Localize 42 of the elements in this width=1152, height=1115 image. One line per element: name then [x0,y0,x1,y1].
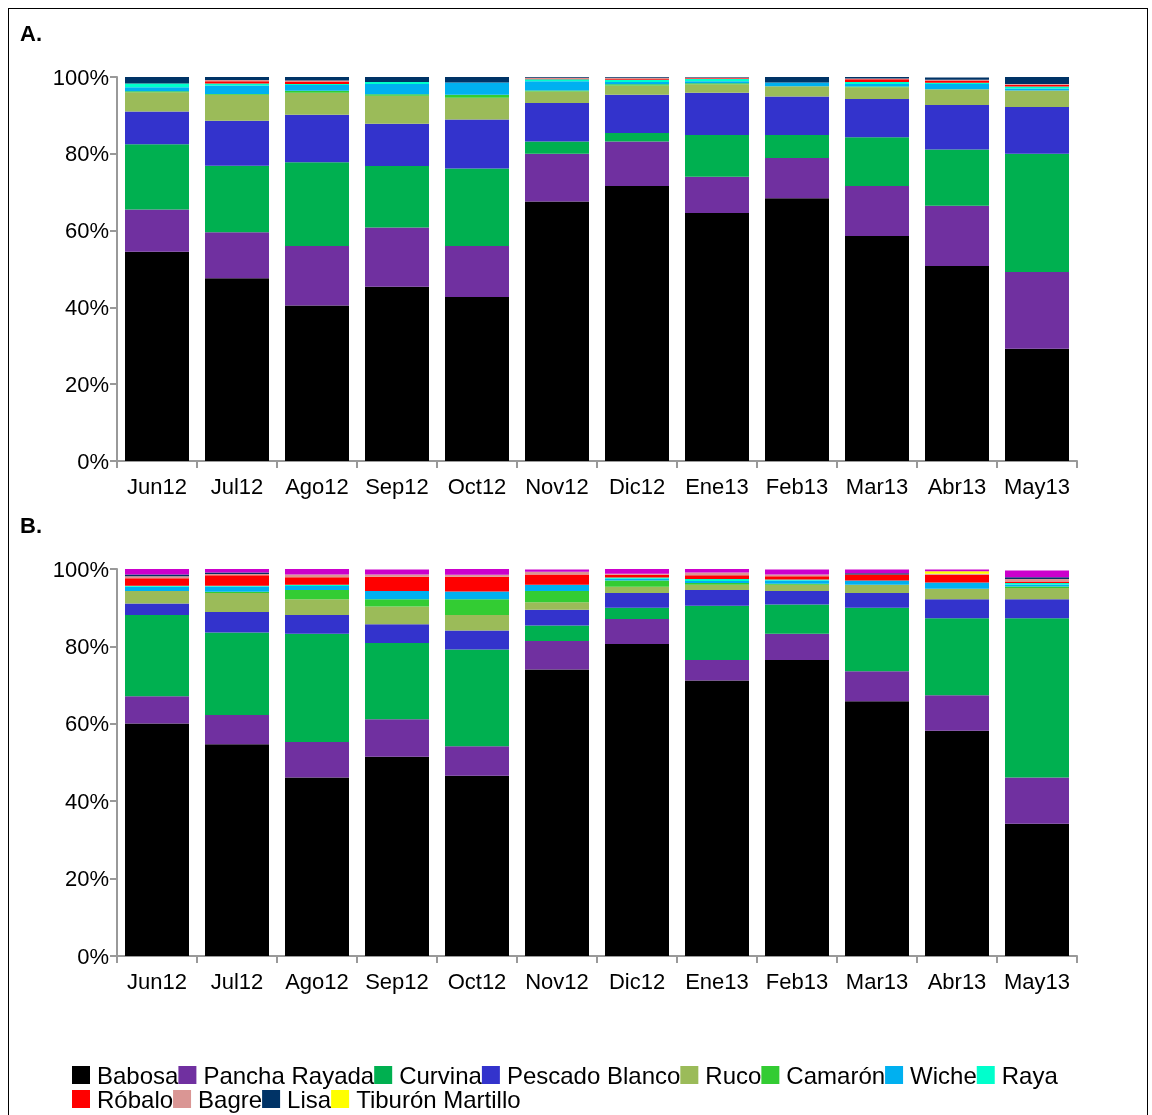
x-tick-label: Nov12 [525,473,589,499]
x-tick-label: Feb13 [765,968,829,994]
x-tick-label: Ene13 [685,473,749,499]
x-tick-label: Sep12 [365,473,429,499]
x-tick-label: Sep12 [365,968,429,994]
y-tick-label: 0% [77,943,109,969]
x-tick-label: May13 [1003,473,1071,499]
legend-label: Camarón [786,1061,886,1089]
y-tick-label: 0% [77,448,109,474]
x-tick-label: Dic12 [608,968,666,994]
y-tick-label: 60% [64,711,109,737]
x-tick-label: Jul12 [210,968,264,994]
x-tick-label: Nov12 [525,968,589,994]
x-tick-label: Oct12 [447,968,507,994]
chart-title: B. [20,512,42,538]
x-tick-label: Mar13 [845,473,909,499]
chart-title: A. [20,20,42,46]
y-tick-label: 80% [64,633,109,659]
x-tick-label: May13 [1003,968,1071,994]
y-tick-label: 100% [52,64,109,90]
y-tick-label: 60% [64,218,109,244]
x-tick-label: Mar13 [845,968,909,994]
x-tick-label: Ene13 [685,968,749,994]
y-tick-label: 20% [64,371,109,397]
x-tick-label: Feb13 [765,473,829,499]
x-tick-label: Dic12 [608,473,666,499]
legend-label: Wiche [910,1061,977,1089]
x-tick-label: Abr13 [927,968,987,994]
x-tick-label: Oct12 [447,473,507,499]
x-tick-label: Ago12 [285,968,349,994]
x-tick-label: Jun12 [127,473,187,499]
x-tick-label: Jun12 [127,968,187,994]
legend-label: Ruco [705,1061,762,1089]
x-tick-label: Ago12 [285,473,349,499]
x-tick-label: Jul12 [210,473,264,499]
y-tick-label: 80% [64,141,109,167]
y-tick-label: 40% [64,294,109,320]
x-tick-label: Abr13 [927,473,987,499]
y-tick-label: 40% [64,788,109,814]
legend-label: Raya [1001,1061,1059,1089]
y-tick-label: 100% [52,556,109,582]
y-tick-label: 20% [64,866,109,892]
